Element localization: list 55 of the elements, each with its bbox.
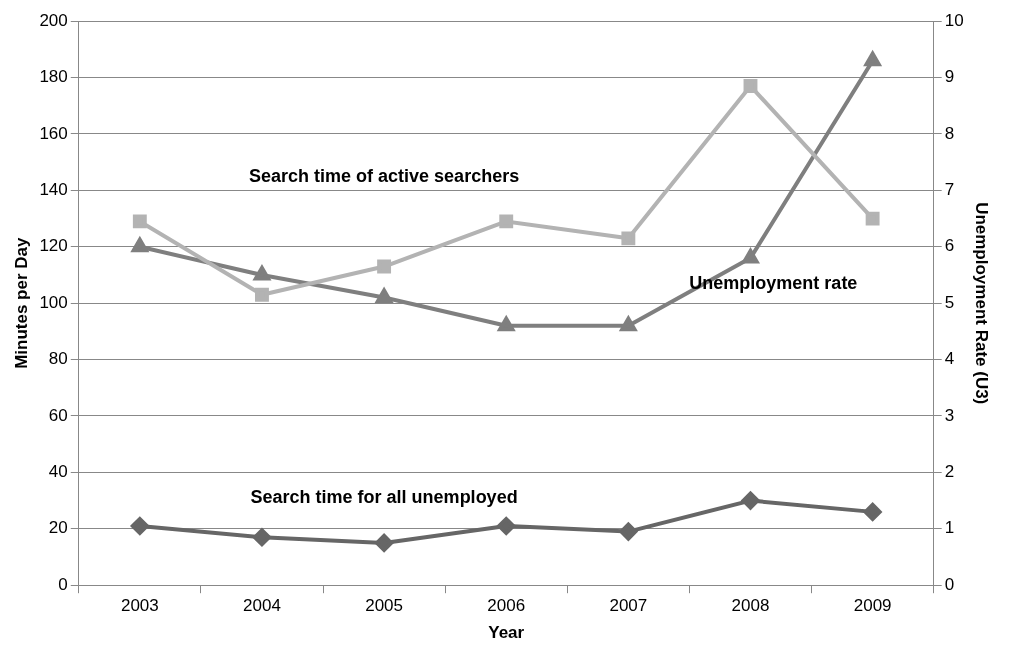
y2-tick-label: 3 xyxy=(944,405,955,425)
point xyxy=(498,316,515,332)
y-axis-title: Minutes per Day xyxy=(11,237,31,369)
point xyxy=(132,214,147,229)
y2-tick-label: 6 xyxy=(944,236,955,256)
point xyxy=(621,231,636,246)
y2-tick-label: 5 xyxy=(944,292,955,312)
point xyxy=(377,259,392,274)
series-label: Search time for all unemployed xyxy=(250,486,518,507)
y-tick-label: 200 xyxy=(39,10,68,30)
point xyxy=(742,249,759,264)
point xyxy=(620,316,637,332)
series-label: Search time of active searchers xyxy=(249,165,520,186)
series-label: Unemployment rate xyxy=(689,272,858,293)
x-tick-label: 2008 xyxy=(731,596,770,616)
y-tick-label: 60 xyxy=(48,405,68,425)
point xyxy=(253,266,271,281)
point xyxy=(497,516,516,535)
x-tick-label: 2007 xyxy=(609,596,648,616)
y2-tick-label: 7 xyxy=(944,180,955,200)
point xyxy=(865,211,880,226)
point xyxy=(131,237,148,253)
x-axis-title: Year xyxy=(488,623,525,643)
y2-tick-label: 8 xyxy=(944,123,955,143)
y2-axis-title: Unemployment Rate (U3) xyxy=(972,202,992,405)
y-tick-label: 80 xyxy=(48,349,68,369)
y2-tick-label: 9 xyxy=(944,67,955,87)
y-tick-label: 180 xyxy=(39,67,68,87)
point xyxy=(619,522,638,541)
point xyxy=(864,51,881,67)
y-tick-label: 100 xyxy=(39,292,68,312)
x-tick-label: 2009 xyxy=(853,596,892,616)
y2-tick-label: 1 xyxy=(944,518,955,538)
x-tick-label: 2006 xyxy=(487,596,526,616)
point xyxy=(130,516,149,535)
point xyxy=(743,79,758,94)
y-tick-label: 40 xyxy=(48,462,68,482)
y2-tick-label: 0 xyxy=(944,574,955,594)
y-tick-label: 140 xyxy=(39,180,68,200)
x-tick-label: 2003 xyxy=(120,596,159,616)
y-tick-label: 0 xyxy=(58,574,68,594)
y-tick-label: 160 xyxy=(39,123,68,143)
y2-tick-label: 10 xyxy=(944,10,964,30)
point xyxy=(499,214,514,229)
y2-tick-label: 4 xyxy=(944,349,955,369)
x-tick-label: 2004 xyxy=(243,596,281,616)
point xyxy=(252,528,271,547)
point xyxy=(255,287,269,302)
point xyxy=(863,502,882,521)
y-tick-label: 20 xyxy=(48,518,68,538)
y2-tick-label: 2 xyxy=(944,462,955,482)
point xyxy=(741,491,760,510)
point xyxy=(375,533,394,552)
y-tick-label: 120 xyxy=(39,236,68,256)
x-tick-label: 2005 xyxy=(365,596,404,616)
